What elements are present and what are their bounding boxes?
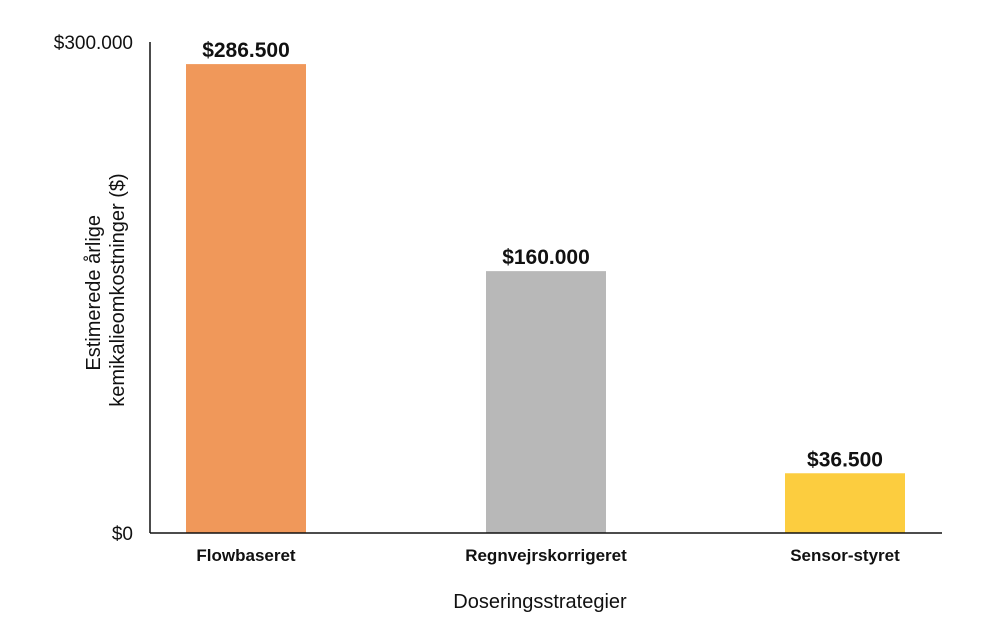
y-tick-labels: $0 $300.000 bbox=[54, 33, 133, 545]
bar-flowbaseret bbox=[186, 64, 306, 533]
y-axis-title: Estimerede årlige kemikalieomkostninger … bbox=[83, 173, 129, 406]
value-labels: $286.500 $160.000 $36.500 bbox=[202, 39, 883, 471]
bar-sensor-styret bbox=[785, 473, 905, 533]
y-tick-label: $300.000 bbox=[54, 33, 133, 54]
category-label: Regnvejrskorrigeret bbox=[465, 546, 627, 565]
category-label: Flowbaseret bbox=[196, 546, 296, 565]
x-axis-title: Doseringsstrategier bbox=[453, 591, 627, 613]
value-label: $36.500 bbox=[807, 448, 883, 471]
y-axis-title-line-1: Estimerede årlige bbox=[83, 215, 105, 371]
y-tick-label: $0 bbox=[112, 524, 133, 545]
bar-regnvejrskorrigeret bbox=[486, 271, 606, 533]
category-labels: Flowbaseret Regnvejrskorrigeret Sensor-sty… bbox=[196, 546, 900, 565]
bars bbox=[186, 64, 905, 533]
value-label: $286.500 bbox=[202, 39, 290, 62]
y-axis-title-line-2: kemikalieomkostninger ($) bbox=[107, 173, 129, 406]
category-label: Sensor-styret bbox=[790, 546, 900, 565]
value-label: $160.000 bbox=[502, 246, 590, 269]
